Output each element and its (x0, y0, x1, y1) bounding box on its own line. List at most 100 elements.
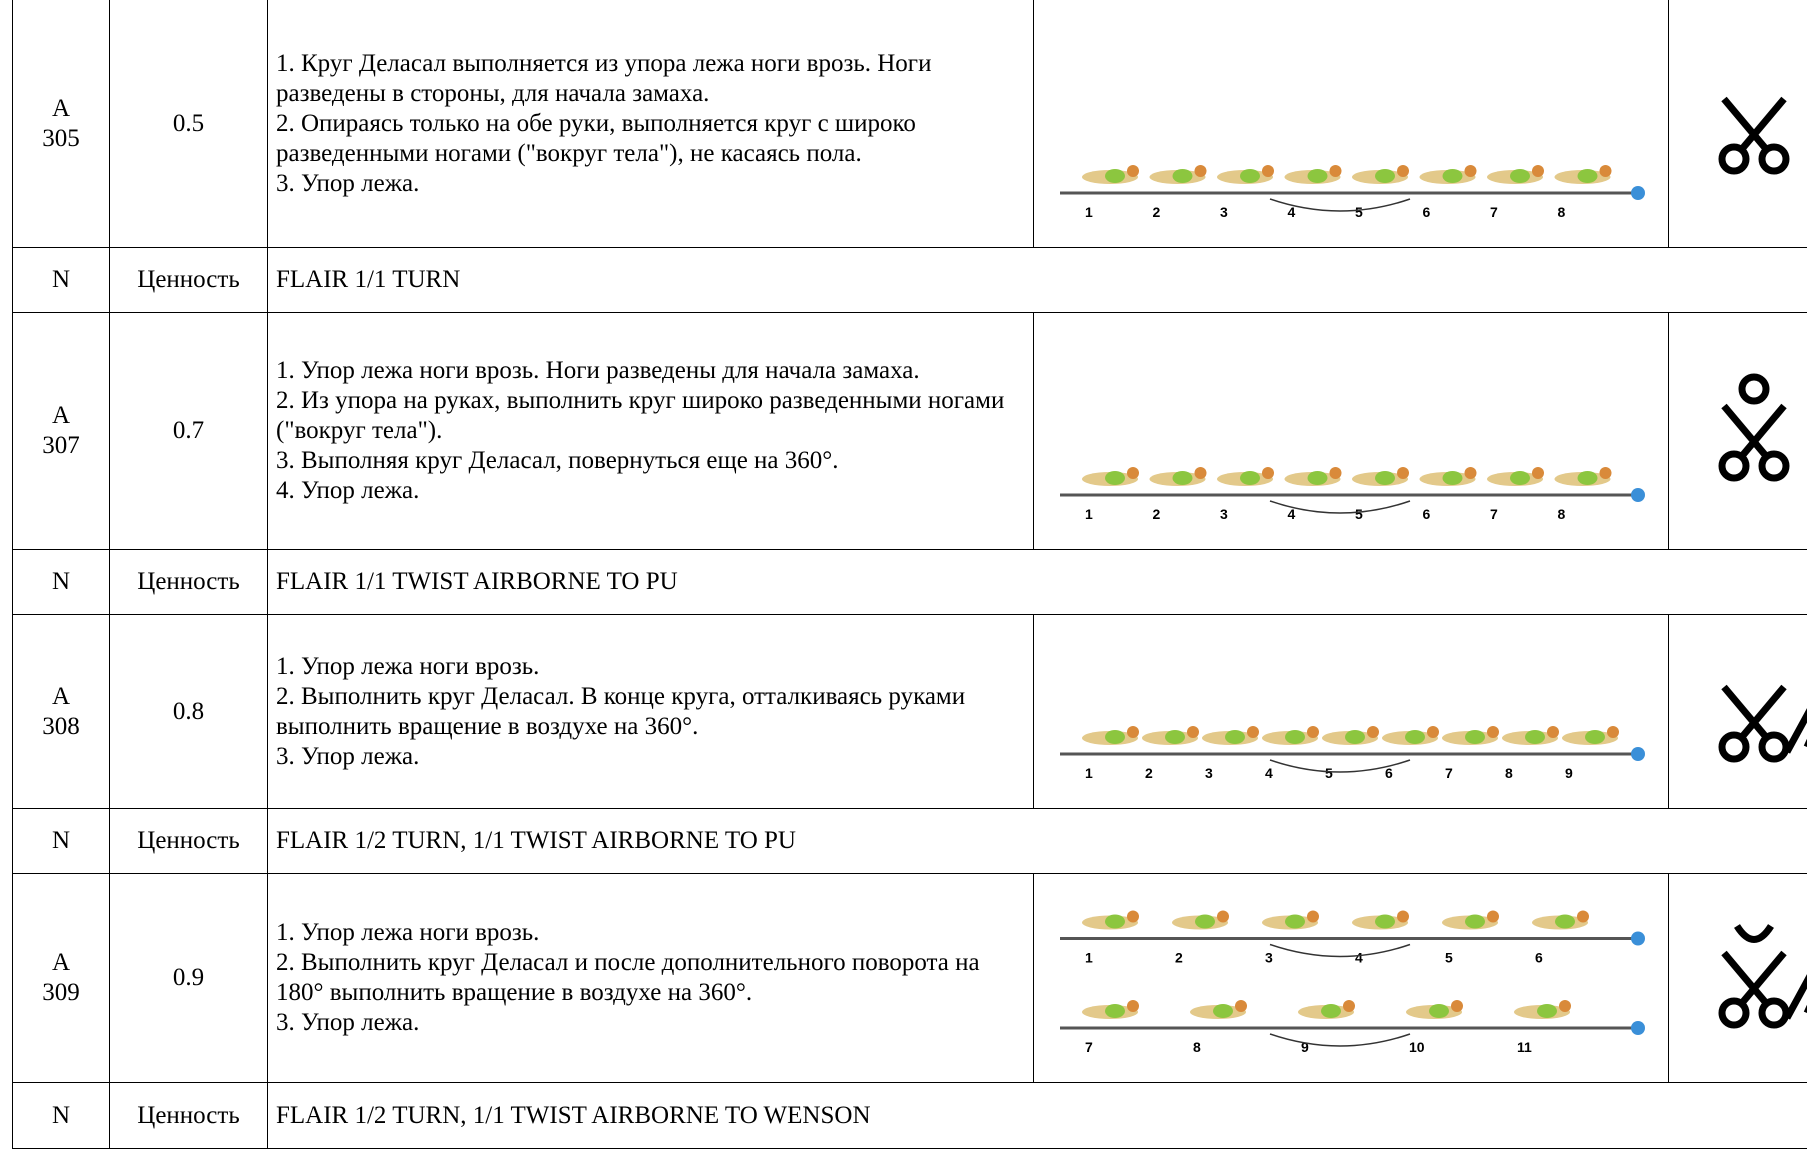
step-label: 9 (1565, 765, 1573, 781)
figure-head (1195, 467, 1207, 479)
figure-shirt (1321, 1004, 1341, 1018)
symbol-cell (1669, 313, 1807, 550)
end-marker (1631, 747, 1645, 761)
figure-shirt (1285, 730, 1305, 744)
figure-shirt (1195, 914, 1215, 928)
figure-head (1577, 910, 1589, 922)
step-label: 4 (1355, 949, 1363, 965)
description-item: 2. Из упора на руках, выполнить круг шир… (276, 386, 1025, 446)
symbol (1677, 918, 1807, 1038)
number: 305 (21, 124, 101, 154)
group: A (21, 401, 101, 431)
symbol-ring (1762, 147, 1786, 171)
summary-n: N (13, 1083, 110, 1149)
summary-value-label: Ценность (110, 550, 268, 615)
description-item: 1. Упор лежа ноги врозь. (276, 918, 1025, 948)
step-label: 11 (1517, 1039, 1532, 1055)
number: 307 (21, 431, 101, 461)
step-label: 6 (1535, 949, 1543, 965)
figure-shirt (1105, 730, 1125, 744)
description-item: 3. Выполняя круг Деласал, повернуться ещ… (276, 446, 1025, 476)
element-value: 0.8 (110, 615, 268, 809)
figure-head (1532, 467, 1544, 479)
number: 308 (21, 712, 101, 742)
description-item: 4. Упор лежа. (276, 476, 1025, 506)
summary-name: FLAIR 1/1 TURN (268, 248, 1807, 313)
summary-n: N (13, 550, 110, 615)
symbol-ring (1762, 1001, 1786, 1025)
step-label: 9 (1301, 1039, 1309, 1055)
figure-shirt (1443, 169, 1463, 183)
description-item: 2. Выполнить круг Деласал и после дополн… (276, 948, 1025, 1008)
figure-head (1262, 467, 1274, 479)
motion-arc (1270, 944, 1410, 956)
step-label: 3 (1205, 765, 1213, 781)
symbol-twist (1787, 963, 1807, 1018)
step-label: 5 (1325, 765, 1333, 781)
step-label: 8 (1558, 506, 1566, 522)
description-item: 3. Упор лежа. (276, 742, 1025, 772)
figure-head (1607, 726, 1619, 738)
summary-value-label: Ценность (110, 1083, 268, 1149)
step-label: 1 (1085, 506, 1093, 522)
summary-name: FLAIR 1/2 TURN, 1/1 TWIST AIRBORNE TO WE… (268, 1083, 1807, 1149)
group: A (21, 682, 101, 712)
step-label: 8 (1558, 204, 1566, 220)
figure-head (1307, 910, 1319, 922)
step-label: 1 (1085, 949, 1093, 965)
description-item: 3. Упор лежа. (276, 1008, 1025, 1038)
figure-shirt (1375, 914, 1395, 928)
figure-shirt (1308, 169, 1328, 183)
figure-head (1217, 910, 1229, 922)
figure-shirt (1375, 169, 1395, 183)
summary-value-label: Ценность (110, 248, 268, 313)
figure-shirt (1429, 1004, 1449, 1018)
step-label: 1 (1085, 765, 1093, 781)
description: 1. Упор лежа ноги врозь.2. Выполнить кру… (268, 874, 1034, 1083)
figure-head (1487, 726, 1499, 738)
summary-n: N (13, 248, 110, 313)
figure-shirt (1443, 471, 1463, 485)
figure-head (1330, 165, 1342, 177)
figure-head (1487, 910, 1499, 922)
symbol-twist (1787, 697, 1807, 752)
figure-head (1397, 910, 1409, 922)
step-label: 5 (1355, 204, 1363, 220)
figure-shirt (1405, 730, 1425, 744)
figure-head (1262, 165, 1274, 177)
figure-head (1127, 910, 1139, 922)
figure-shirt (1173, 169, 1193, 183)
end-marker (1631, 488, 1645, 502)
symbol-ring (1762, 454, 1786, 478)
step-label: 3 (1265, 949, 1273, 965)
description-item: 1. Упор лежа ноги врозь. Ноги разведены … (276, 356, 1025, 386)
summary-n: N (13, 809, 110, 874)
figure-head (1195, 165, 1207, 177)
figure-shirt (1225, 730, 1245, 744)
symbol (1677, 371, 1807, 491)
symbol-cell (1669, 874, 1807, 1083)
step-label: 7 (1085, 1039, 1093, 1055)
element-value: 0.9 (110, 874, 268, 1083)
figure-shirt (1375, 471, 1395, 485)
step-label: 2 (1145, 765, 1153, 781)
step-label: 5 (1355, 506, 1363, 522)
step-label: 8 (1193, 1039, 1201, 1055)
figure-shirt (1465, 730, 1485, 744)
step-label: 5 (1445, 949, 1453, 965)
figure-head (1532, 165, 1544, 177)
